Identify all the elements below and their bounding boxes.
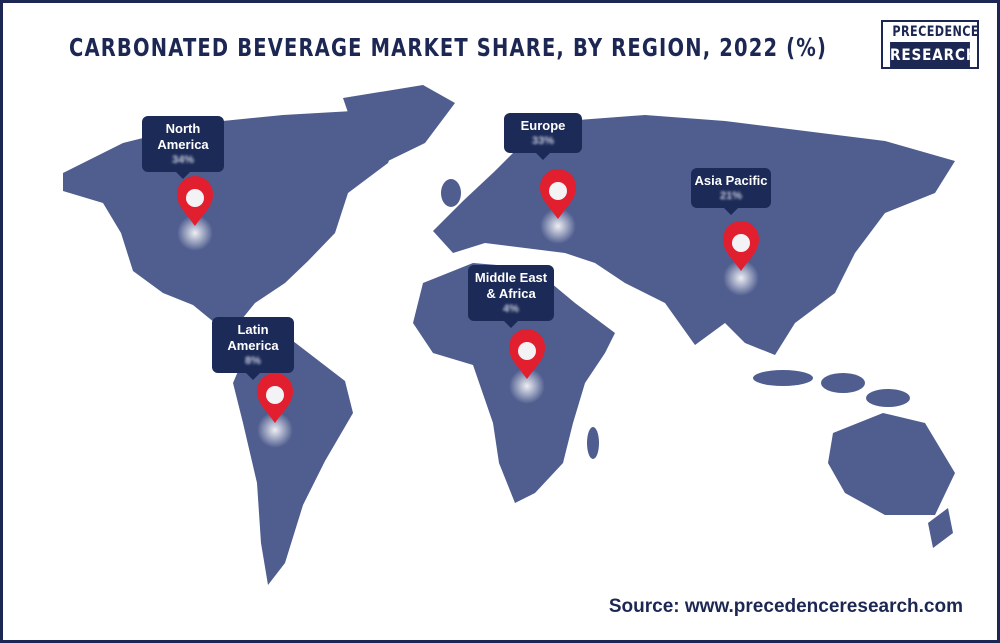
world-map bbox=[63, 85, 955, 585]
region-value: 33% bbox=[531, 135, 555, 147]
region-name: Latin America bbox=[227, 322, 279, 353]
callout: Asia Pacific 21% bbox=[691, 168, 771, 215]
region-name: Middle East & Africa bbox=[474, 270, 548, 301]
pins bbox=[177, 169, 759, 448]
source: Source: www.precedenceresearch.com bbox=[608, 596, 963, 617]
logo-line: RESEARCH bbox=[890, 42, 977, 67]
title: CARBONATED BEVERAGE MARKET SHARE, BY REG… bbox=[69, 33, 828, 62]
region-value: 8% bbox=[245, 355, 261, 367]
region-name: North America bbox=[157, 121, 209, 152]
region-name: Asia Pacific bbox=[694, 173, 768, 188]
region-value: 34% bbox=[171, 154, 195, 166]
region-value: 21% bbox=[719, 190, 743, 202]
callout: Middle East & Africa 4% bbox=[468, 265, 554, 328]
logo: PRECEDENCE RESEARCH bbox=[881, 20, 979, 69]
logo-line: PRECEDENCE bbox=[892, 24, 979, 40]
region-value: 4% bbox=[503, 303, 519, 315]
callout: Europe 33% bbox=[504, 113, 582, 160]
region-name: Europe bbox=[520, 118, 566, 133]
callout: North America 34% bbox=[142, 116, 224, 179]
callout: Latin America 8% bbox=[212, 317, 294, 380]
